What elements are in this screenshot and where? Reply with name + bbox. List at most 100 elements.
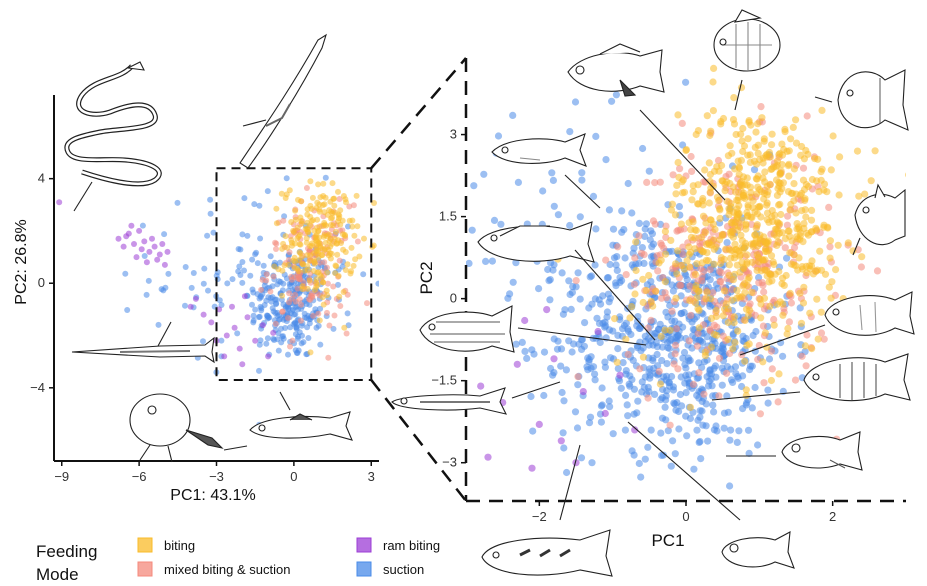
point-biting [679,189,687,197]
point-suction [783,254,791,262]
point-suction [210,229,217,236]
point-suction [406,193,413,200]
point-biting [771,225,780,233]
point-biting [722,245,730,253]
point-suction [258,307,265,314]
point-biting [695,306,703,314]
point-suction [562,366,571,374]
needlefish-icon [71,321,215,364]
point-suction [636,324,644,332]
point-biting [721,187,729,195]
point-ram-biting [579,388,587,396]
point-biting [751,239,759,247]
angelfish-icon [713,9,781,111]
point-suction [675,425,683,433]
point-biting [311,259,318,265]
point-biting [282,233,289,240]
point-biting [628,303,636,311]
point-biting [315,254,322,261]
point-biting [305,229,312,236]
point-suction [605,206,614,214]
point-suction [277,259,283,266]
point-suction [640,259,648,267]
point-mixed-biting-suction [364,300,370,307]
point-mixed-biting-suction [330,283,337,290]
point-biting [705,159,713,167]
point-biting [280,240,287,247]
point-mixed-biting-suction [622,271,630,279]
point-suction [509,278,517,286]
point-biting [726,142,734,150]
point-biting [813,295,821,303]
point-mixed-biting-suction [873,267,882,275]
legend-swatch [137,561,153,577]
point-mixed-biting-suction [336,196,343,202]
point-biting [335,273,342,279]
point-mixed-biting-suction [717,269,725,277]
point-biting [683,257,691,265]
point-biting [631,290,639,298]
point-suction [765,355,774,363]
point-suction [671,450,679,458]
point-mixed-biting-suction [270,273,277,280]
point-suction [695,337,703,345]
point-mixed-biting-suction [273,240,280,247]
legend: Feeding Mode biting mixed biting & suctio… [36,537,440,584]
point-suction [707,370,716,378]
point-biting [632,238,640,246]
point-suction [689,332,697,340]
point-biting [303,235,310,242]
point-suction [658,394,666,402]
point-suction [548,169,556,177]
point-suction [658,343,667,351]
point-biting [296,249,303,256]
point-biting [828,278,836,286]
point-suction [697,455,705,463]
point-ram-biting [513,360,521,368]
point-biting [340,193,347,199]
point-biting [768,213,776,221]
point-suction [263,340,270,347]
point-mixed-biting-suction [651,179,659,187]
point-suction [622,319,630,327]
zoom-region-box [215,167,373,381]
point-biting [804,150,812,158]
overview-points [56,174,379,428]
point-suction [241,267,247,274]
point-suction [723,392,731,400]
point-biting [788,237,796,245]
point-suction [305,335,312,341]
point-biting [817,266,826,274]
point-ram-biting [131,241,137,247]
point-mixed-biting-suction [316,259,323,266]
point-mixed-biting-suction [343,330,350,337]
point-mixed-biting-suction [785,318,794,326]
point-biting [661,250,670,258]
point-biting [707,127,715,135]
point-mixed-biting-suction [817,329,826,337]
point-suction [267,253,274,260]
point-suction [658,356,666,365]
point-suction [739,372,747,380]
point-biting [729,345,737,353]
point-suction [345,223,351,230]
point-biting [734,327,742,335]
point-biting [314,199,321,206]
point-biting [799,299,808,307]
point-biting [813,226,821,234]
point-mixed-biting-suction [760,288,768,296]
point-biting [806,309,814,317]
point-suction [578,169,586,177]
point-suction [249,256,256,263]
point-ram-biting [236,345,243,352]
point-biting [747,121,755,129]
point-suction [706,276,714,284]
point-suction [247,272,254,279]
point-suction [304,324,311,331]
point-biting [701,166,709,174]
point-suction [281,213,288,220]
point-suction [699,329,707,337]
point-biting [736,268,744,276]
legend-label: mixed biting & suction [164,562,290,577]
point-biting [642,286,650,295]
